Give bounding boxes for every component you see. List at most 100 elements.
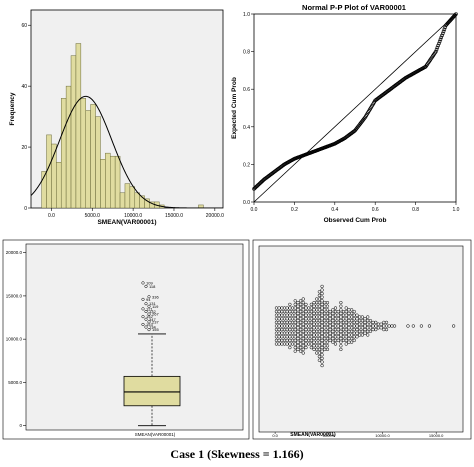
- boxplot-frame: [2, 239, 250, 440]
- dotplot-point: [406, 324, 410, 328]
- dotplot-point: [344, 309, 348, 314]
- dotplot-point: [301, 315, 305, 319]
- dotplot-point: [325, 329, 330, 334]
- dotplot-point: [309, 338, 313, 343]
- histogram-bar: [119, 192, 126, 208]
- pp-xtick-label: 0.2: [291, 207, 298, 213]
- dotplot-point: [374, 324, 378, 328]
- dotplot-point: [317, 308, 322, 312]
- dotplot-point: [296, 311, 300, 316]
- pp-point: [433, 49, 438, 54]
- dotplot-point: [328, 320, 332, 325]
- boxplot-outlier: [144, 325, 148, 329]
- dotplot-point: [301, 322, 305, 326]
- dotplot-point: [317, 326, 322, 330]
- dotplot-point: [325, 308, 330, 312]
- dotplot-point: [355, 331, 359, 335]
- dotplot-point: [427, 324, 432, 328]
- dotplot-point: [339, 311, 343, 316]
- histogram-bar: [90, 104, 96, 208]
- dotplot-point: [317, 351, 322, 355]
- boxplot-ytick-label: 20000.0: [6, 250, 23, 255]
- histogram-bar: [124, 183, 131, 208]
- boxplot-outlier-label: 132: [149, 309, 156, 314]
- dotplot-point: [349, 308, 354, 312]
- pp-point: [441, 29, 446, 34]
- dotplot-point: [298, 327, 303, 332]
- dotplot-point: [360, 326, 364, 330]
- dotplot-point: [309, 313, 313, 317]
- dotplot-point: [301, 333, 305, 337]
- dotplot-point: [296, 347, 300, 352]
- pp-xlabel: Observed Cum Prob: [324, 217, 387, 224]
- dotplot-point: [317, 318, 322, 323]
- dotplot-point: [333, 342, 338, 346]
- dotplot-point: [298, 335, 303, 339]
- dotplot-point: [368, 329, 373, 334]
- boxplot-outlier-label: 153: [146, 322, 153, 327]
- histogram-bar: [46, 134, 52, 208]
- dotplot-point: [320, 363, 324, 368]
- boxplot-outlier: [147, 295, 151, 299]
- dotplot-point: [339, 315, 343, 319]
- dotplot-point: [339, 322, 343, 326]
- dotplot-point: [317, 344, 322, 348]
- boxplot-outlier: [144, 302, 148, 306]
- dotplot-point: [320, 338, 324, 343]
- dotplot-point: [344, 338, 348, 343]
- pp-point: [434, 47, 439, 52]
- dotplot-point: [325, 300, 330, 305]
- dotplot-point: [309, 345, 313, 350]
- dotplot-point: [336, 327, 340, 332]
- dotplot-point: [293, 313, 297, 317]
- dotplot-point: [298, 338, 303, 343]
- dotplot-point: [320, 317, 324, 321]
- dotplot-point: [363, 331, 367, 335]
- dotplot-point: [296, 333, 300, 337]
- pp-point: [453, 13, 458, 17]
- boxplot-outlier-label: 118: [149, 284, 156, 289]
- dotplot-point: [355, 327, 359, 332]
- boxplot-outlier: [144, 317, 148, 321]
- dotplot-point: [317, 300, 322, 305]
- dotplot-point: [336, 324, 340, 328]
- dotplot-point: [339, 347, 343, 352]
- dotplot-point: [349, 311, 354, 316]
- histogram-ticks: 0.0 5000.0 10000.0 15000.0 20000.0 0 20 40 60: [21, 23, 224, 219]
- boxplot-outlier: [141, 297, 145, 301]
- dotplot-point: [360, 315, 364, 319]
- histogram-bar: [95, 116, 101, 208]
- dotplot-point: [355, 324, 359, 328]
- dotplot-point: [320, 324, 324, 328]
- dotplot-point: [379, 322, 383, 326]
- dotplot-point: [339, 318, 343, 323]
- dotplot-point: [301, 336, 305, 341]
- dotplot-point: [293, 331, 297, 335]
- pp-ticks: 0.0 0.2 0.4 0.6 0.8 1.0 0.0 0.2 0.4 0.6 0.8 1.0: [243, 12, 460, 213]
- boxplot-outlier: [144, 309, 148, 314]
- dotplot-point: [325, 311, 330, 316]
- dotplot-xtick-label: 10000.0: [375, 433, 390, 438]
- boxplot-outlier: [141, 307, 145, 311]
- dotplot-point: [298, 299, 303, 303]
- boxplot-outlier-label: 347: [149, 317, 156, 322]
- dotplot-point: [320, 345, 324, 350]
- dotplot-point: [296, 326, 300, 330]
- dotplot-points: [274, 284, 456, 368]
- dotplot-point: [304, 345, 308, 350]
- dotplot-point: [325, 344, 330, 348]
- dotplot-point: [309, 324, 313, 328]
- pp-point: [438, 37, 443, 42]
- dotplot-point: [296, 300, 300, 305]
- boxplot-outlier: [147, 328, 151, 332]
- pp-ylabel: Expected Cum Prob: [231, 77, 238, 139]
- dotplot-point: [317, 304, 322, 308]
- boxplot-xlabel: SMEAN(VAR00001): [135, 432, 176, 437]
- dotplot-point: [331, 308, 335, 312]
- dotplot-point: [320, 309, 324, 314]
- dotplot-point: [336, 338, 340, 343]
- dotplot-point: [328, 324, 332, 328]
- dotplot-point: [309, 309, 313, 314]
- histogram-ytick-label: 0: [24, 206, 27, 212]
